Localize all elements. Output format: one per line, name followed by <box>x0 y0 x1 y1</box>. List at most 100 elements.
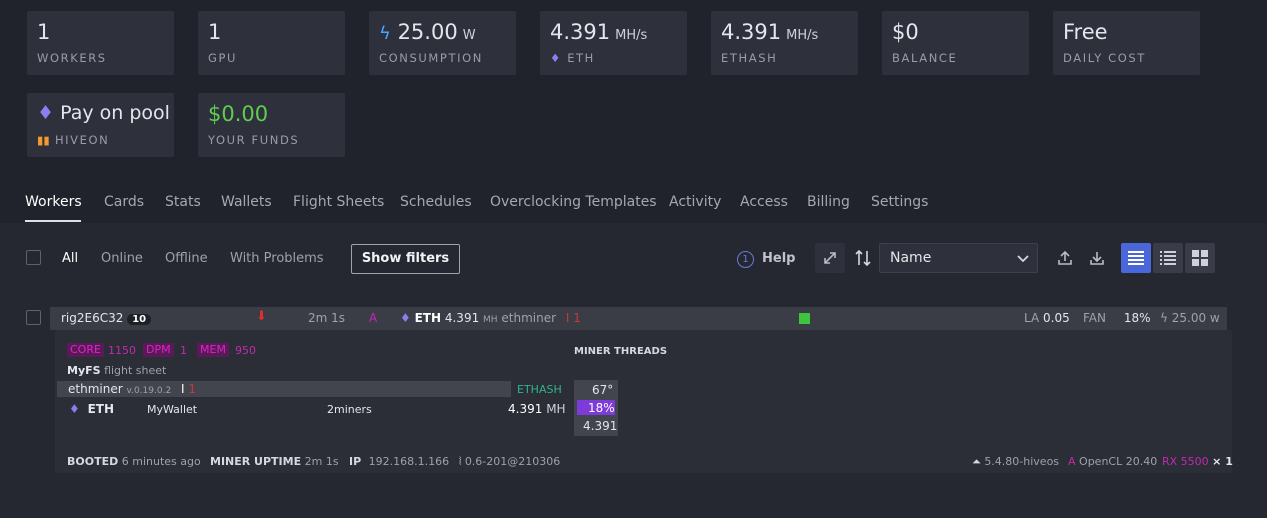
stat-label: ♦ ETH <box>550 51 595 65</box>
show-filters-button[interactable]: Show filters <box>351 244 460 274</box>
stat-value: 1 <box>37 20 51 44</box>
miner-threads-title: MINER THREADS <box>574 346 668 357</box>
amd-flag: A <box>369 311 378 325</box>
tab-schedules[interactable]: Schedules <box>400 194 472 210</box>
miner-row <box>57 381 511 397</box>
stat-ethash-hashrate[interactable]: 4.391 MH/s ETHASH <box>711 11 858 75</box>
worker-name[interactable]: rig2E6C32 10 <box>61 311 152 325</box>
worker-uptime: 2m 1s <box>308 311 346 325</box>
fan: FAN 18% <box>1083 311 1151 325</box>
oc-core-value: 1150 <box>108 344 136 357</box>
ethereum-icon: ♦ <box>69 402 80 416</box>
stat-value: $0 <box>892 20 919 44</box>
oc-dpm-value: 1 <box>180 344 187 357</box>
ethereum-icon: ♦ <box>550 51 562 65</box>
version-info: ⦚ 0.6-201@210306 <box>459 455 561 468</box>
lightning-icon: ϟ <box>379 23 391 44</box>
load-average: LA 0.05 <box>1024 311 1070 325</box>
kernel-info: ⏶ 5.4.80-hiveos <box>972 455 1060 468</box>
linux-icon: ⏶ <box>972 455 981 468</box>
stat-label: CONSUMPTION <box>379 51 483 65</box>
worker-hashrate: ♦ ETH 4.391 MH ethminer I 1 <box>400 311 581 325</box>
stat-value: Free <box>1063 20 1108 44</box>
tab-wallets[interactable]: Wallets <box>221 194 272 210</box>
stat-daily-cost[interactable]: Free DAILY COST <box>1053 11 1200 75</box>
hiveon-icon: ▮▮ <box>37 133 50 147</box>
wallet-name[interactable]: MyWallet <box>147 403 198 416</box>
gpu-hashrate: 4.391 <box>583 419 618 433</box>
gpu-model-info: RX 5500 × 1 <box>1162 455 1233 468</box>
help-icon[interactable]: 1 <box>737 251 754 268</box>
tab-billing[interactable]: Billing <box>807 194 850 210</box>
lightning-icon: ϟ <box>1160 311 1168 325</box>
view-grid-button[interactable] <box>1185 243 1215 273</box>
stat-label: ▮▮ HIVEON <box>37 133 110 147</box>
tab-workers[interactable]: Workers <box>25 194 82 210</box>
tab-flight-sheets[interactable]: Flight Sheets <box>293 194 385 210</box>
tab-stats[interactable]: Stats <box>165 194 201 210</box>
tab-overclocking-templates[interactable]: Overclocking Templates <box>490 194 657 210</box>
stat-value: 4.391 MH/s <box>721 20 819 44</box>
miner-uptime-info: MINER UPTIME 2m 1s <box>210 455 339 468</box>
sort-select[interactable]: Name <box>879 243 1038 273</box>
gpu-count-badge: 10 <box>127 314 152 325</box>
chevron-down-icon <box>1017 255 1029 263</box>
algo-label: ETHASH <box>517 383 562 396</box>
tab-cards[interactable]: Cards <box>104 194 145 210</box>
miner-name[interactable]: ethminer v.0.19.0.2 I 1 <box>68 382 197 396</box>
stat-your-funds[interactable]: $0.00 YOUR FUNDS <box>198 93 345 157</box>
tab-settings[interactable]: Settings <box>871 194 929 210</box>
stat-workers[interactable]: 1 WORKERS <box>27 11 174 75</box>
wallet-hashrate: 4.391 MH <box>508 402 566 416</box>
expand-icon[interactable] <box>815 243 845 273</box>
stat-value: ♦ Pay on pool <box>37 102 170 124</box>
stat-eth-hashrate[interactable]: 4.391 MH/s ♦ ETH <box>540 11 687 75</box>
worker-row[interactable] <box>50 307 1227 330</box>
sort-direction-icon[interactable] <box>850 243 876 273</box>
stat-value: 1 <box>208 20 222 44</box>
filter-all[interactable]: All <box>62 251 79 266</box>
tab-access[interactable]: Access <box>740 194 788 210</box>
gpu-fan: 18% <box>588 401 615 415</box>
gpu-status-indicator[interactable] <box>799 313 810 324</box>
view-compact-button[interactable] <box>1153 243 1183 273</box>
ethereum-icon: ♦ <box>37 102 55 124</box>
stat-value: ϟ 25.00 W <box>379 20 476 44</box>
filter-online[interactable]: Online <box>101 251 143 266</box>
stat-balance[interactable]: $0 BALANCE <box>882 11 1029 75</box>
compact-list-icon <box>1160 251 1176 265</box>
oc-core-label: CORE <box>67 343 104 357</box>
stat-value: $0.00 <box>208 102 269 126</box>
stat-consumption[interactable]: ϟ 25.00 W CONSUMPTION <box>369 11 516 75</box>
opencl-info: A OpenCL 20.40 <box>1068 455 1158 468</box>
booted-info: BOOTED 6 minutes ago <box>67 455 201 468</box>
stat-label: YOUR FUNDS <box>208 133 300 147</box>
download-icon[interactable] <box>1082 243 1112 273</box>
stat-gpu[interactable]: 1 GPU <box>198 11 345 75</box>
arrow-down-icon: ⬇ <box>256 309 267 324</box>
list-icon <box>1128 251 1144 265</box>
view-list-button[interactable] <box>1121 243 1151 273</box>
worker-checkbox[interactable] <box>26 310 41 325</box>
active-tab-indicator <box>25 220 81 222</box>
oc-dpm-label: DPM <box>143 343 174 357</box>
sort-select-value: Name <box>890 250 932 266</box>
stat-value: 4.391 MH/s <box>550 20 648 44</box>
tab-activity[interactable]: Activity <box>669 194 722 210</box>
power: ϟ 25.00 w <box>1160 311 1220 325</box>
pool-name[interactable]: 2miners <box>327 403 372 416</box>
hive-icon: ⦚ <box>459 455 462 468</box>
oc-mem-value: 950 <box>235 344 256 357</box>
worker-detail-panel <box>55 330 1232 473</box>
filter-offline[interactable]: Offline <box>165 251 208 266</box>
stat-label: DAILY COST <box>1063 51 1146 65</box>
select-all-checkbox[interactable] <box>26 250 41 265</box>
flight-sheet-link[interactable]: MyFS flight sheet <box>67 364 167 377</box>
stat-pay-on-pool[interactable]: ♦ Pay on pool ▮▮ HIVEON <box>27 93 174 157</box>
help-link[interactable]: Help <box>762 251 796 266</box>
gpu-fan-bar <box>577 400 615 415</box>
filter-with-problems[interactable]: With Problems <box>230 251 324 266</box>
wallet-row: ♦ ETH <box>69 402 115 416</box>
upload-icon[interactable] <box>1050 243 1080 273</box>
ethereum-icon: ♦ <box>400 311 411 325</box>
